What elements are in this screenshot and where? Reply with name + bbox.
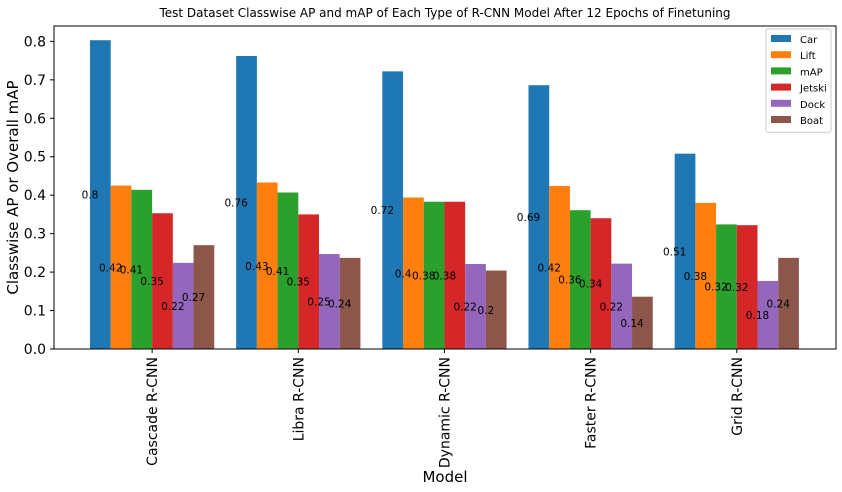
- legend-label: Jetski: [799, 84, 827, 95]
- bar-car-0: [90, 40, 111, 349]
- bar-dock-4: [757, 280, 779, 349]
- data-label: 0.2: [478, 305, 495, 317]
- y-tick-label: 0.0: [24, 342, 46, 358]
- bar-car-2: [382, 71, 404, 350]
- bar-map-4: [716, 224, 737, 349]
- x-tick-label: Faster R-CNN: [584, 357, 600, 449]
- bar-dock-3: [611, 263, 633, 349]
- data-label: 0.35: [140, 276, 163, 288]
- y-tick-label: 0.4: [24, 188, 46, 204]
- bar-boat-2: [485, 270, 507, 349]
- data-label: 0.42: [538, 262, 561, 274]
- data-label: 0.32: [704, 282, 727, 294]
- legend-swatch-dock: [771, 99, 791, 107]
- legend-swatch-boat: [771, 116, 791, 123]
- bar-dock-0: [172, 262, 194, 349]
- y-axis: 0.0 0.1 0.2 0.3 0.4 0.5 0.6 0.7 0.8: [24, 34, 54, 358]
- y-tick-label: 0.6: [24, 111, 46, 127]
- data-labels-layer: 0.80.420.410.350.220.270.760.430.410.350…: [82, 190, 791, 330]
- bar-dock-1: [319, 254, 340, 349]
- bar-lift-0: [110, 185, 132, 349]
- data-label: 0.8: [82, 190, 99, 202]
- x-tick-label: Grid R-CNN: [730, 357, 746, 436]
- bar-boat-3: [632, 296, 653, 349]
- bar-dock-2: [465, 264, 486, 349]
- data-label: 0.4: [395, 268, 412, 280]
- bar-lift-1: [256, 182, 278, 349]
- data-label: 0.34: [579, 279, 603, 291]
- legend-label: Dock: [800, 100, 825, 111]
- bar-lift-4: [695, 202, 717, 349]
- data-label: 0.18: [746, 310, 769, 322]
- data-label: 0.72: [371, 205, 394, 217]
- data-label: 0.24: [767, 298, 791, 310]
- legend-label: Car: [800, 35, 818, 46]
- data-label: 0.24: [328, 298, 352, 310]
- plot-frame: [53, 25, 837, 350]
- bar-map-0: [131, 189, 153, 349]
- bar-car-1: [236, 55, 257, 350]
- y-tick-label: 0.8: [24, 34, 46, 50]
- bar-jetski-2: [444, 201, 466, 349]
- data-label: 0.22: [453, 302, 476, 314]
- bar-boat-0: [193, 245, 215, 349]
- x-axis-title: Model: [422, 468, 467, 486]
- data-label: 0.14: [620, 318, 644, 330]
- bar-car-3: [528, 85, 550, 349]
- data-label: 0.41: [266, 266, 289, 278]
- y-tick-label: 0.2: [24, 265, 46, 281]
- chart-title: Test Dataset Classwise AP and mAP of Eac…: [158, 6, 730, 20]
- data-label: 0.42: [99, 262, 122, 274]
- bar-boat-4: [778, 257, 799, 349]
- data-label: 0.41: [120, 264, 143, 276]
- bar-lift-3: [549, 185, 570, 349]
- bars-layer: [90, 40, 799, 350]
- data-label: 0.35: [287, 277, 310, 289]
- x-tick-label: Cascade R-CNN: [145, 357, 161, 466]
- legend-swatch-lift: [771, 51, 791, 59]
- x-axis: Cascade R-CNN Libra R-CNN Dynamic R-CNN Fas…: [145, 349, 746, 468]
- bar-jetski-0: [152, 213, 173, 349]
- bar-jetski-1: [298, 214, 319, 349]
- bar-map-1: [277, 192, 299, 349]
- y-tick-label: 0.5: [24, 150, 46, 166]
- bar-map-3: [569, 210, 591, 349]
- data-label: 0.36: [558, 275, 582, 287]
- bar-jetski-4: [736, 225, 758, 349]
- data-label: 0.32: [725, 282, 748, 294]
- legend-swatch-car: [771, 35, 791, 42]
- bar-boat-1: [339, 257, 361, 349]
- legend-label: mAP: [800, 67, 823, 78]
- bar-car-4: [674, 153, 696, 349]
- data-label: 0.22: [161, 301, 184, 313]
- legend-swatch-map: [771, 67, 791, 75]
- x-tick-label: Dynamic R-CNN: [437, 357, 453, 468]
- legend-label: Lift: [800, 51, 816, 62]
- bar-lift-2: [403, 197, 424, 349]
- data-label: 0.38: [433, 270, 456, 282]
- data-label: 0.69: [517, 212, 540, 224]
- y-tick-label: 0.1: [24, 304, 46, 320]
- bar-jetski-3: [590, 218, 612, 349]
- data-label: 0.51: [663, 246, 686, 258]
- data-label: 0.38: [412, 270, 435, 282]
- legend: Car Lift mAP Jetski Dock Boat: [765, 28, 832, 133]
- legend-swatch-jetski: [771, 83, 791, 91]
- data-label: 0.22: [600, 301, 623, 313]
- bar-map-2: [423, 201, 445, 349]
- y-tick-label: 0.3: [24, 227, 46, 243]
- legend-label: Boat: [800, 116, 823, 127]
- y-axis-title: Classwise AP or Overall mAP: [4, 80, 22, 294]
- data-label: 0.76: [224, 198, 248, 210]
- data-label: 0.25: [307, 297, 330, 309]
- data-label: 0.38: [684, 271, 707, 283]
- y-tick-label: 0.7: [24, 73, 46, 89]
- x-tick-label: Libra R-CNN: [291, 357, 307, 441]
- data-label: 0.43: [245, 261, 268, 273]
- data-label: 0.27: [182, 292, 205, 304]
